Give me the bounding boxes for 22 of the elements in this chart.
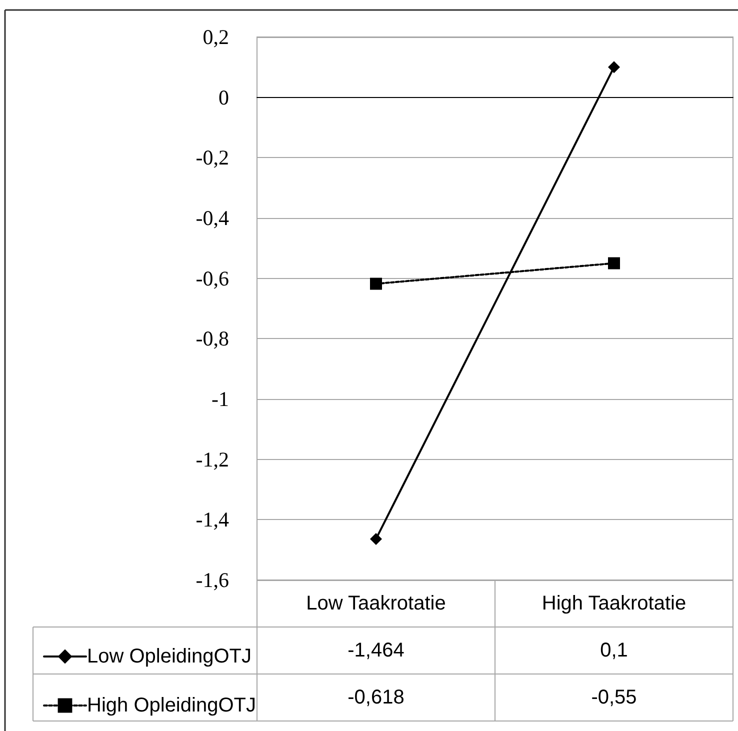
data-label: 0,1	[600, 640, 628, 662]
y-tick-label: -0,8	[196, 326, 229, 351]
legend-label: Low OpleidingOTJ	[87, 646, 252, 668]
data-label: -0,55	[591, 686, 637, 708]
point	[608, 61, 620, 74]
y-tick-label: -1,4	[196, 508, 230, 532]
y-tick-label: 0	[218, 85, 229, 110]
y-tick-label: -0,2	[196, 146, 229, 170]
data-label: -1,464	[348, 640, 404, 662]
y-tick-label: 0,2	[202, 25, 229, 49]
x-tick-label: Low Taakrotatie	[306, 592, 446, 614]
y-tick-label: -1	[212, 387, 229, 411]
point	[370, 278, 382, 290]
y-tick-label: -1,6	[196, 568, 229, 592]
y-tick-label: -1,2	[196, 447, 229, 472]
legend-label: High OpleidingOTJ	[87, 694, 256, 716]
y-tick-label: -0,6	[196, 266, 229, 290]
point	[370, 532, 382, 545]
x-tick-label: High Taakrotatie	[542, 592, 686, 614]
point	[608, 257, 620, 270]
data-label: -0,618	[348, 686, 404, 708]
y-tick-label: -0,4	[196, 206, 230, 230]
